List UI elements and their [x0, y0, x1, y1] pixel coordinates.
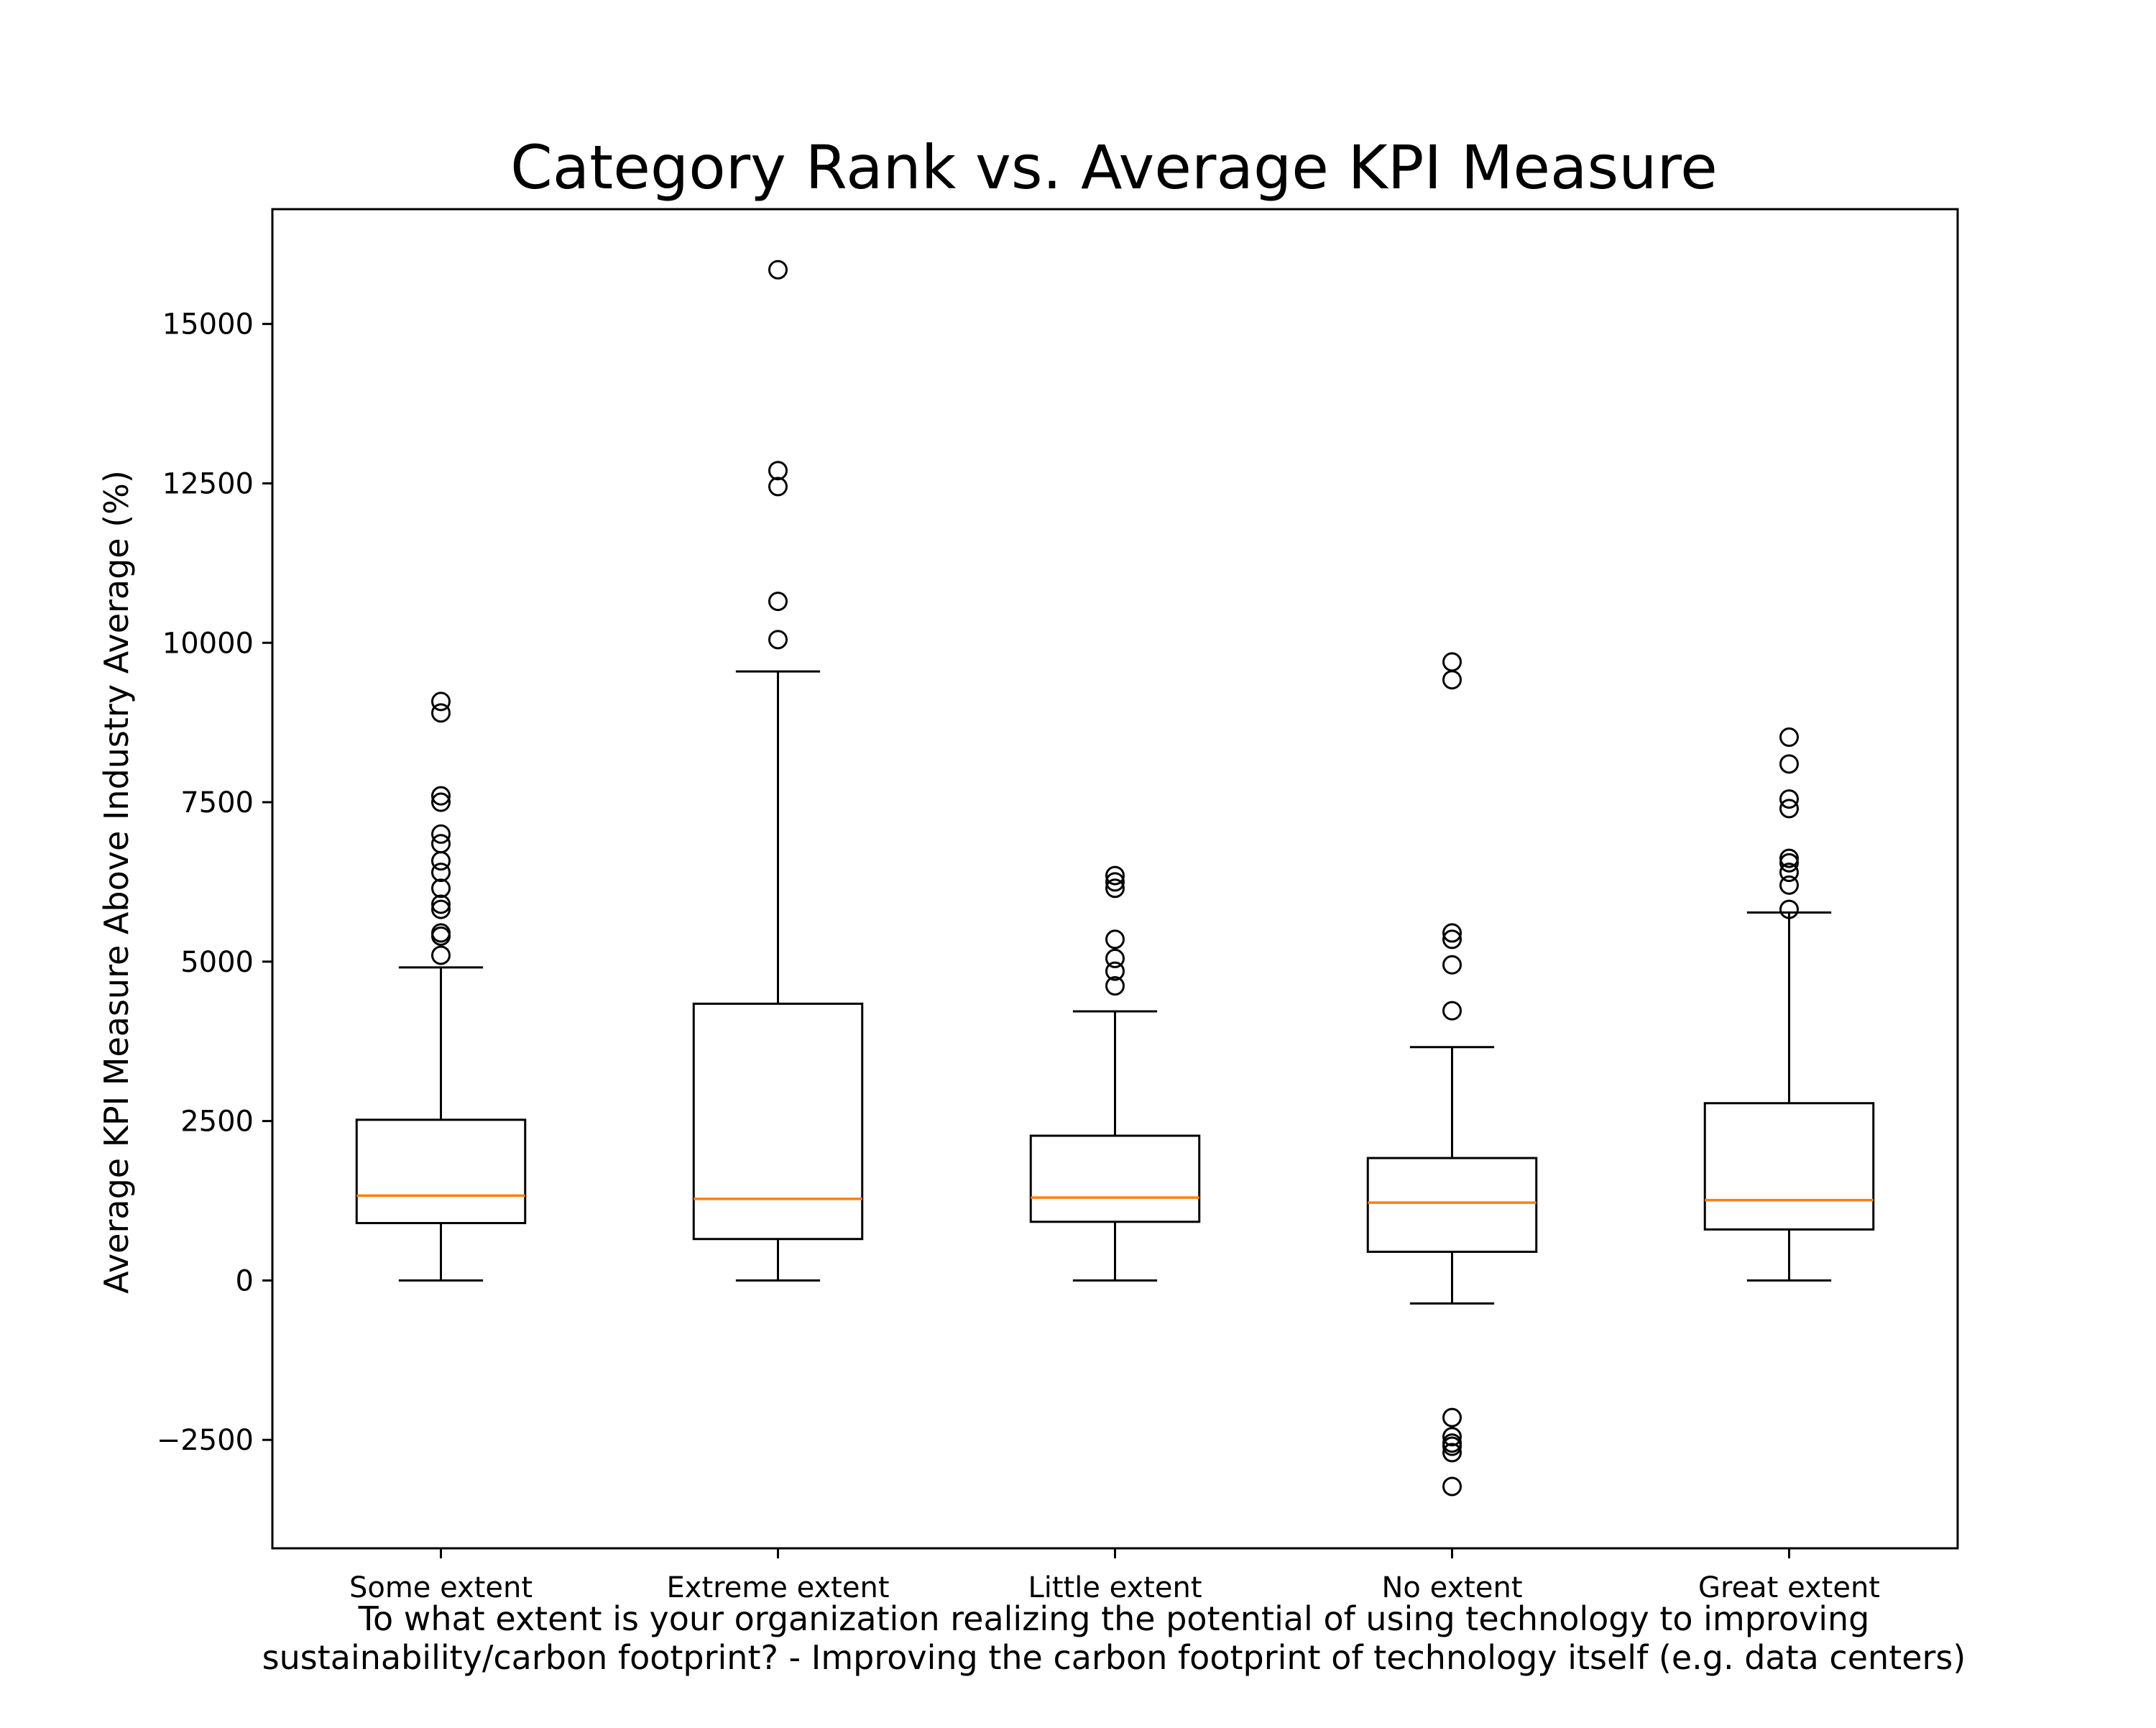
outlier-point [768, 477, 788, 497]
box [355, 1118, 527, 1225]
outlier-point [431, 851, 451, 871]
outlier-point [1779, 754, 1799, 774]
box [1366, 1157, 1538, 1253]
y-tick-label: 7500 [180, 786, 254, 819]
outlier-point [1779, 875, 1799, 895]
outlier-point [1779, 852, 1799, 873]
outlier-point [1779, 799, 1799, 819]
outlier-point [1779, 899, 1799, 919]
outlier-point [1105, 961, 1125, 981]
outlier-point [431, 834, 451, 854]
outlier-point [431, 863, 451, 883]
box [692, 1002, 864, 1241]
outlier-point [1442, 1427, 1462, 1447]
outlier-point [1442, 1476, 1462, 1497]
outlier-point [431, 923, 451, 943]
outlier-point [1779, 789, 1799, 809]
outlier-point [431, 894, 451, 914]
outlier-point [431, 786, 451, 806]
plot-area: −2500 0 2500 5000 7500 10000 12500 15000 Some ex… [157, 208, 1959, 1604]
x-tick-label: Extreme extent [667, 1571, 890, 1604]
outlier-point [431, 878, 451, 899]
outlier-point [768, 630, 788, 650]
outlier-point [1105, 948, 1125, 968]
y-tick-label: 12500 [162, 467, 254, 500]
outlier-point [1442, 1436, 1462, 1456]
outlier-point [1105, 976, 1125, 996]
chart-title: Category Rank vs. Average KPI Measure [510, 132, 1718, 203]
outlier-point [768, 259, 788, 280]
y-tick-label: 5000 [180, 946, 254, 979]
x-tick-label: Great extent [1698, 1571, 1880, 1604]
outlier-point [431, 899, 451, 919]
outlier-point [1442, 1443, 1462, 1463]
outlier-point [1442, 929, 1462, 950]
outlier-point [1779, 863, 1799, 883]
x-axis-label-line-1: To what extent is your organization real… [358, 1599, 1870, 1638]
y-tick-label: 10000 [162, 627, 254, 660]
outlier-point [431, 703, 451, 723]
x-tick-label: No extent [1381, 1571, 1522, 1604]
y-tick-label: 15000 [162, 308, 254, 341]
outlier-point [1105, 872, 1125, 892]
outlier-point [768, 592, 788, 612]
outlier-point [1105, 878, 1125, 899]
outlier-point [1105, 929, 1125, 950]
y-axis-label: Average KPI Measure Above Industry Avera… [97, 470, 136, 1294]
outlier-point [431, 824, 451, 844]
outlier-point [768, 461, 788, 481]
outlier-point [1105, 865, 1125, 886]
outlier-point [1779, 727, 1799, 748]
outlier-point [1442, 923, 1462, 943]
outlier-point [1442, 955, 1462, 975]
outlier-point [1779, 848, 1799, 868]
box [1029, 1134, 1201, 1223]
x-axis-label-line-2: sustainability/carbon footprint? - Impro… [262, 1638, 1966, 1677]
outlier-point [431, 792, 451, 812]
y-tick-label: 0 [236, 1264, 254, 1297]
y-tick-label: −2500 [157, 1424, 254, 1457]
box [1703, 1102, 1875, 1231]
outlier-point [431, 945, 451, 965]
outlier-point [1442, 670, 1462, 690]
outlier-point [431, 691, 451, 712]
outlier-point [1442, 1407, 1462, 1428]
x-tick-label: Little extent [1028, 1571, 1202, 1604]
x-tick-label: Some extent [349, 1571, 533, 1604]
outlier-point [1442, 1001, 1462, 1021]
y-tick-label: 2500 [180, 1106, 254, 1139]
outlier-point [1442, 652, 1462, 672]
